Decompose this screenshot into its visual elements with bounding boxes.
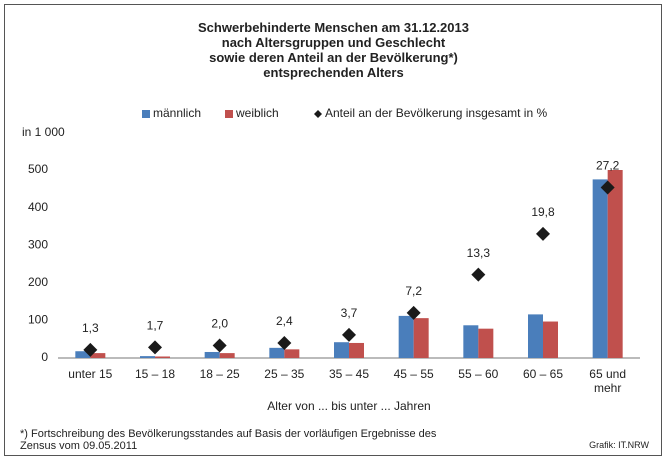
y-tick-label: 500 bbox=[28, 162, 48, 176]
diamond-marker bbox=[342, 327, 356, 342]
y-tick-label: 0 bbox=[41, 350, 48, 364]
x-axis-title: Alter von ... bis unter ... Jahren bbox=[267, 399, 430, 413]
data-label: 19,8 bbox=[531, 205, 555, 219]
frame bbox=[4, 4, 662, 456]
x-tick-label: 35 – 45 bbox=[328, 367, 370, 381]
y-tick-label: 300 bbox=[28, 237, 48, 251]
diamond-marker bbox=[83, 342, 98, 357]
bar bbox=[204, 351, 220, 358]
diamond-marker bbox=[536, 226, 550, 241]
bar bbox=[219, 353, 235, 358]
diamond-marker bbox=[471, 267, 486, 282]
y-tick-label: 200 bbox=[28, 275, 48, 289]
bar bbox=[75, 351, 91, 358]
bar bbox=[349, 342, 364, 358]
bar bbox=[155, 356, 170, 358]
data-label: 1,7 bbox=[147, 319, 164, 333]
data-label: 13,3 bbox=[467, 246, 491, 260]
x-tick-label: 45 – 55 bbox=[393, 367, 434, 381]
data-label: 1,3 bbox=[82, 321, 99, 335]
bar bbox=[334, 342, 349, 358]
bar bbox=[284, 349, 300, 358]
diamond-marker bbox=[277, 335, 292, 350]
bar bbox=[543, 321, 558, 358]
footnote: *) Fortschreibung des Bevölkerungsstande… bbox=[20, 428, 437, 452]
y-tick-label: 400 bbox=[28, 200, 48, 214]
bar bbox=[463, 325, 479, 358]
bar bbox=[607, 170, 623, 358]
bar bbox=[269, 347, 285, 358]
bar bbox=[478, 328, 494, 358]
data-label: 27,2 bbox=[596, 159, 620, 173]
bar bbox=[90, 353, 106, 358]
y-tick-label: 100 bbox=[28, 313, 48, 327]
diamond-marker bbox=[212, 338, 227, 353]
bar bbox=[398, 315, 414, 358]
x-tick-label: 65 und mehr bbox=[589, 367, 626, 395]
legend-label: weiblich bbox=[235, 106, 279, 120]
x-tick-label: unter 15 bbox=[68, 367, 113, 381]
data-label: 3,7 bbox=[341, 306, 358, 320]
legend-marker bbox=[142, 110, 150, 118]
source: Grafik: IT.NRW bbox=[589, 440, 649, 450]
x-tick-label: 15 – 18 bbox=[134, 367, 176, 381]
x-tick-label: 18 – 25 bbox=[199, 367, 240, 381]
bar bbox=[528, 314, 543, 358]
data-label: 2,0 bbox=[211, 317, 228, 331]
x-tick-label: 25 – 35 bbox=[264, 367, 305, 381]
diamond-marker bbox=[406, 305, 421, 320]
bar bbox=[140, 356, 155, 358]
legend-marker bbox=[225, 110, 233, 118]
diamond-marker bbox=[600, 180, 615, 195]
legend-label: Anteil an der Bevölkerung insgesamt in % bbox=[325, 106, 547, 120]
x-tick-label: 55 – 60 bbox=[458, 367, 499, 381]
legend-label: männlich bbox=[153, 106, 201, 120]
bar bbox=[413, 318, 429, 358]
x-tick-label: 60 – 65 bbox=[522, 367, 564, 381]
bar bbox=[592, 179, 608, 358]
legend-marker bbox=[314, 110, 322, 118]
y-unit-label: in 1 000 bbox=[22, 125, 65, 139]
diamond-marker bbox=[148, 340, 162, 355]
chart-title: Schwerbehinderte Menschen am 31.12.2013 … bbox=[198, 20, 469, 80]
data-label: 7,2 bbox=[405, 284, 422, 298]
data-label: 2,4 bbox=[276, 314, 293, 328]
